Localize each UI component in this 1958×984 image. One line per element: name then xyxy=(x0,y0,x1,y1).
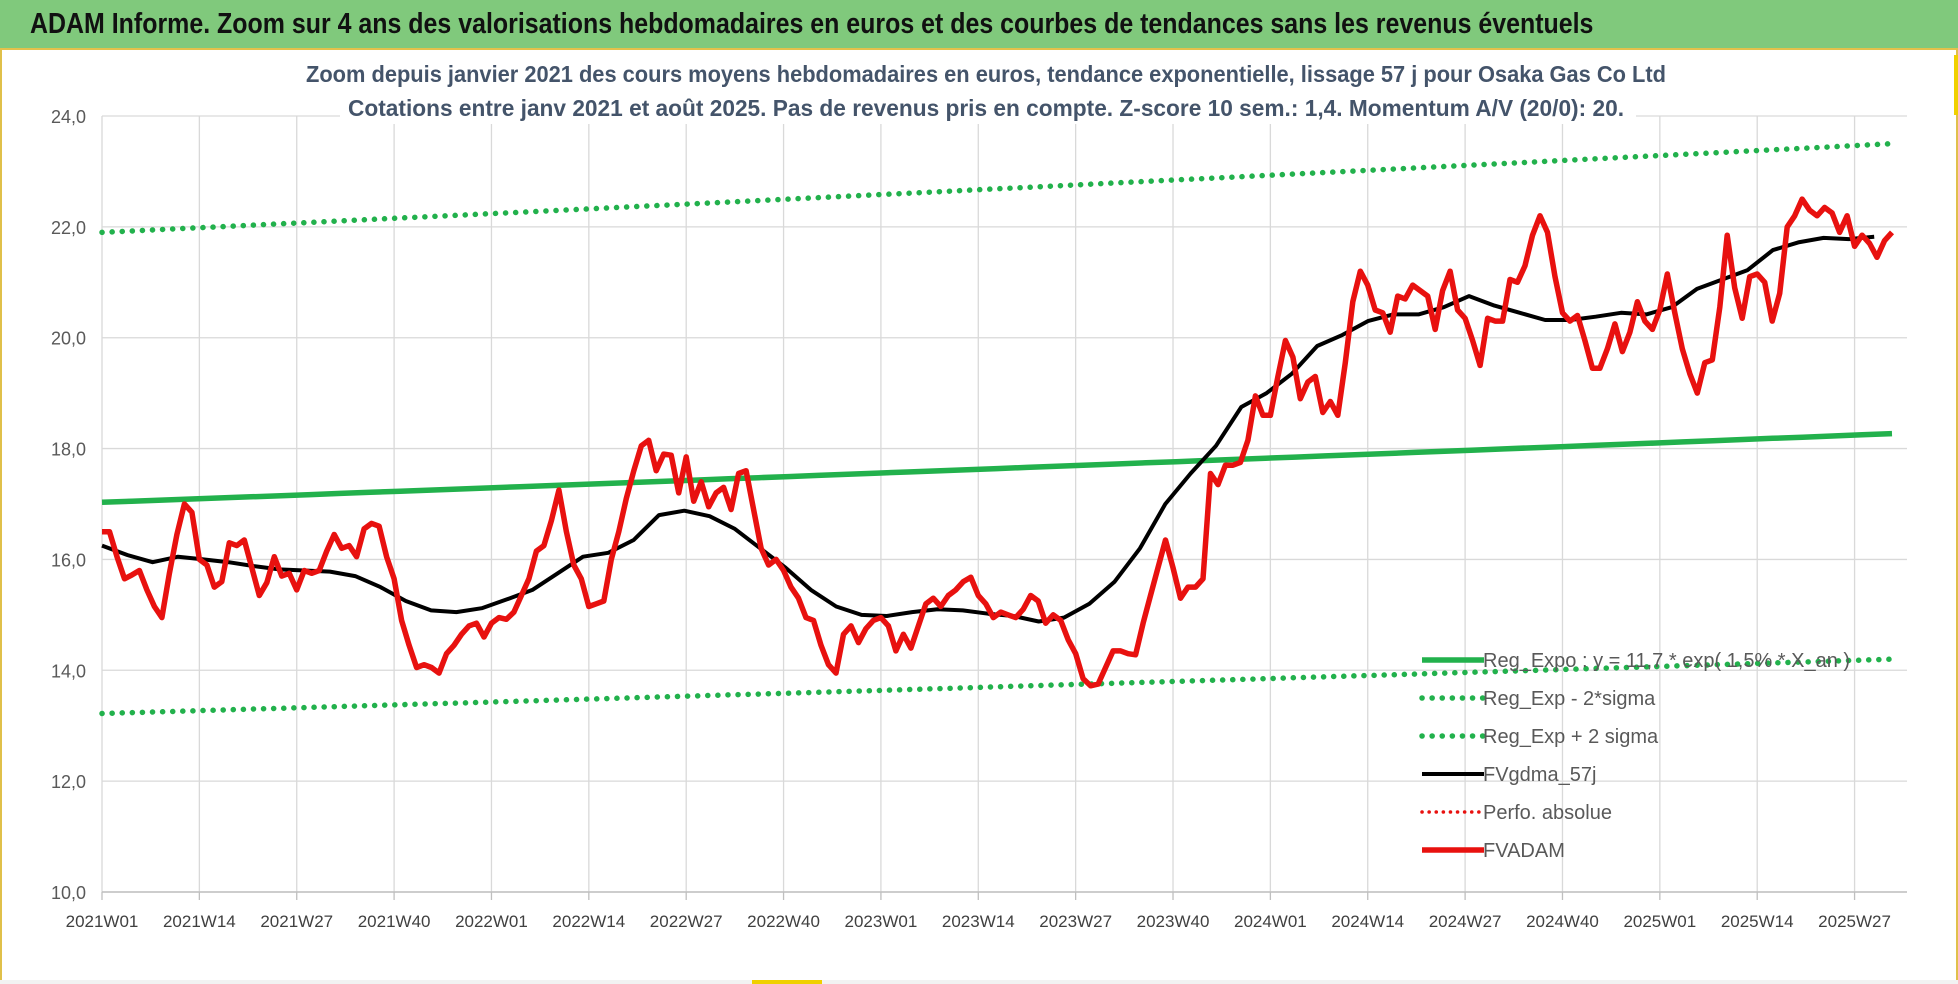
x-tick-label: 2024W40 xyxy=(1526,912,1599,931)
chart-titles: Zoom depuis janvier 2021 des cours moyen… xyxy=(298,58,1678,124)
x-tick-label: 2022W01 xyxy=(455,912,528,931)
x-tick-label: 2022W14 xyxy=(552,912,625,931)
x-tick-label: 2025W27 xyxy=(1818,912,1891,931)
x-tick-label: 2022W40 xyxy=(747,912,820,931)
y-tick-label: 22,0 xyxy=(51,218,86,238)
x-tick-label: 2021W40 xyxy=(358,912,431,931)
y-tick-label: 24,0 xyxy=(51,107,86,127)
title-backdrop xyxy=(298,58,1678,90)
series-layer xyxy=(99,140,1895,717)
y-tick-label: 14,0 xyxy=(51,661,86,681)
chart-legend: Reg_Expo : y = 11,7 * exp( 1,5% * X_an )… xyxy=(1419,650,1850,862)
chart-grid xyxy=(101,115,1907,893)
series-line xyxy=(102,196,1895,689)
report-banner: ADAM Informe. Zoom sur 4 ans des valoris… xyxy=(0,0,1958,50)
x-tick-label: 2022W27 xyxy=(650,912,723,931)
chart-frame: 10,0 12,0 14,0 16,0 18,0 20,0 22,0 24,0 2021W01 2… xyxy=(0,50,1958,984)
x-tick-label: 2023W14 xyxy=(942,912,1015,931)
x-tick-label: 2024W27 xyxy=(1429,912,1502,931)
chart-title: Zoom depuis janvier 2021 des cours moyen… xyxy=(306,61,1666,87)
x-tick-label: 2024W01 xyxy=(1234,912,1307,931)
series-line xyxy=(99,656,1895,717)
y-tick-label: 16,0 xyxy=(51,550,86,570)
legend-label: Reg_Exp - 2*sigma xyxy=(1483,688,1656,710)
x-tick-label: 2025W01 xyxy=(1623,912,1696,931)
subtitle-backdrop xyxy=(340,92,1636,124)
bottom-strip xyxy=(0,980,1958,984)
x-tick-label: 2023W40 xyxy=(1137,912,1210,931)
line-chart: 10,0 12,0 14,0 16,0 18,0 20,0 22,0 24,0 2021W01 2… xyxy=(51,58,1907,931)
x-tick-label: 2021W27 xyxy=(260,912,333,931)
legend-label: Reg_Expo : y = 11,7 * exp( 1,5% * X_an ) xyxy=(1483,650,1850,672)
x-tick-label: 2024W14 xyxy=(1331,912,1404,931)
frame-handle-bottom xyxy=(752,980,822,984)
report-title: ADAM Informe. Zoom sur 4 ans des valoris… xyxy=(30,8,1594,40)
legend-label: Perfo. absolue xyxy=(1483,802,1612,824)
x-tick-label: 2025W14 xyxy=(1721,912,1794,931)
legend-label: FVgdma_57j xyxy=(1483,764,1596,786)
x-tick-label: 2023W27 xyxy=(1039,912,1112,931)
frame-handle-right xyxy=(1954,55,1958,115)
series-line xyxy=(101,234,1875,624)
legend-label: FVADAM xyxy=(1483,840,1565,862)
x-tick-label: 2021W14 xyxy=(163,912,236,931)
series-line xyxy=(99,140,1895,236)
y-tick-label: 20,0 xyxy=(51,329,86,349)
x-tick-label: 2023W01 xyxy=(845,912,918,931)
series-line xyxy=(101,430,1893,506)
chart-subtitle: Cotations entre janv 2021 et août 2025. … xyxy=(348,95,1624,121)
y-tick-label: 10,0 xyxy=(51,883,86,903)
axis-layer: 10,0 12,0 14,0 16,0 18,0 20,0 22,0 24,0 2021W01 2… xyxy=(51,107,1907,931)
legend-label: Reg_Exp + 2 sigma xyxy=(1483,726,1659,748)
y-tick-label: 18,0 xyxy=(51,440,86,460)
y-tick-label: 12,0 xyxy=(51,772,86,792)
x-tick-label: 2021W01 xyxy=(66,912,139,931)
